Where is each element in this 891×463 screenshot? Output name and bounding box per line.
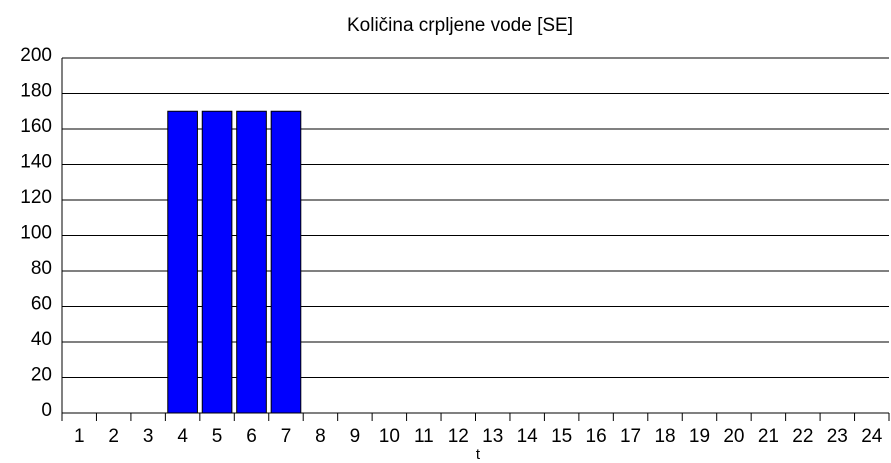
y-tick-label: 20 xyxy=(31,365,52,386)
x-tick-label: 8 xyxy=(315,426,326,447)
bar xyxy=(167,110,198,414)
y-tick-label: 80 xyxy=(31,258,52,279)
x-tick-label: 17 xyxy=(620,426,641,447)
x-tick-label: 16 xyxy=(586,426,607,447)
bar xyxy=(201,110,233,414)
y-tick-label: 0 xyxy=(41,400,52,421)
y-tick-label: 60 xyxy=(31,294,52,315)
x-tick-label: 1 xyxy=(74,426,85,447)
x-tick-label: 4 xyxy=(177,426,188,447)
x-tick-label: 15 xyxy=(551,426,572,447)
x-tick-label: 19 xyxy=(689,426,710,447)
x-tick-label: 9 xyxy=(350,426,361,447)
x-tick-label: 24 xyxy=(861,426,883,447)
x-tick-label: 13 xyxy=(482,426,503,447)
x-tick-label: 22 xyxy=(792,426,813,447)
x-axis-label: t xyxy=(476,446,481,463)
x-tick-label: 18 xyxy=(654,426,675,447)
y-tick-label: 140 xyxy=(20,152,52,173)
chart-title: Količina crpljene vode [SE] xyxy=(347,15,573,36)
y-tick-label: 160 xyxy=(20,116,52,137)
x-tick-label: 12 xyxy=(448,426,469,447)
x-tick-label: 21 xyxy=(758,426,779,447)
y-tick-label: 40 xyxy=(31,329,52,350)
bar xyxy=(236,110,267,414)
y-tick-label: 100 xyxy=(20,223,52,244)
x-tick-label: 11 xyxy=(414,426,434,447)
y-tick-label: 180 xyxy=(20,81,52,102)
x-tick-label: 23 xyxy=(827,426,848,447)
y-tick-label: 120 xyxy=(20,187,52,208)
x-tick-label: 14 xyxy=(517,426,539,447)
x-tick-label: 2 xyxy=(108,426,119,447)
x-tick-label: 20 xyxy=(723,426,744,447)
x-tick-label: 7 xyxy=(281,426,292,447)
x-tick-label: 5 xyxy=(212,426,223,447)
y-tick-label: 200 xyxy=(20,45,52,66)
bar xyxy=(270,110,302,414)
x-tick-label: 6 xyxy=(246,426,257,447)
x-tick-label: 3 xyxy=(143,426,154,447)
x-tick-label: 10 xyxy=(379,426,400,447)
